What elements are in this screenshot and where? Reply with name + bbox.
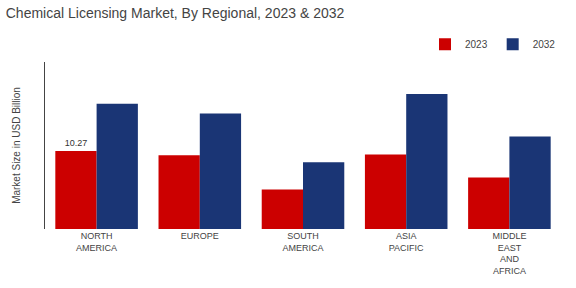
svg-text:NORTHAMERICA: NORTHAMERICA	[76, 231, 117, 253]
svg-text:2032: 2032	[533, 39, 556, 50]
svg-text:Chemical Licensing Market, By: Chemical Licensing Market, By Regional, …	[6, 5, 345, 21]
svg-text:ASIAPACIFIC: ASIAPACIFIC	[389, 231, 424, 253]
svg-text:MIDDLEEASTANDAFRICA: MIDDLEEASTANDAFRICA	[492, 231, 526, 276]
svg-text:Market Size in USD Billion: Market Size in USD Billion	[11, 87, 22, 204]
svg-text:10.27: 10.27	[65, 138, 88, 148]
svg-text:2023: 2023	[465, 39, 488, 50]
svg-text:SOUTHAMERICA: SOUTHAMERICA	[282, 231, 323, 253]
svg-text:EUROPE: EUROPE	[181, 231, 219, 241]
